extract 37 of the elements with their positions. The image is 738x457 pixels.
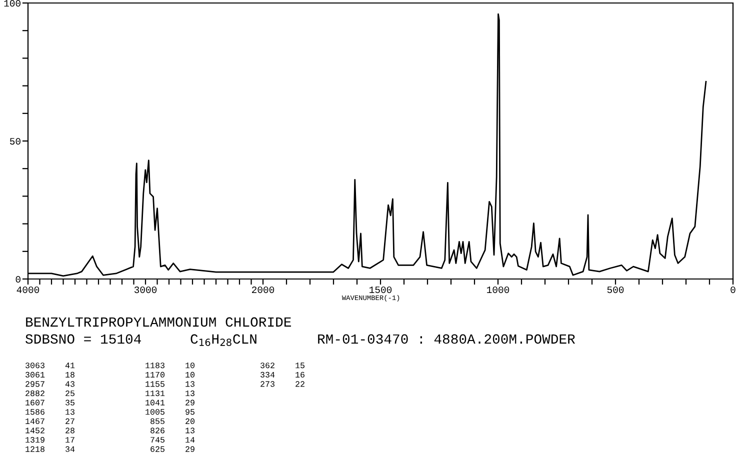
text: 2957 43 xyxy=(26,381,74,387)
y-tick-label: 100 xyxy=(4,0,20,7)
text: 625 29 xyxy=(150,446,194,452)
x-tick-label: 1500 xyxy=(370,286,392,294)
text: 1319 17 xyxy=(26,436,74,443)
x-tick-label: 1000 xyxy=(487,286,510,294)
text: 745 14 xyxy=(150,437,195,443)
text: 362 15 xyxy=(260,362,304,368)
text: 1131 13 xyxy=(146,390,194,396)
text: BENZYLTRIPROPYLAMMONIUM CHLORIDE xyxy=(26,317,291,327)
text: 1607 35 xyxy=(26,400,74,406)
x-tick-label: 500 xyxy=(607,286,624,294)
text: 1005 95 xyxy=(146,409,194,415)
text: 334 16 xyxy=(260,372,304,378)
text: 1170 10 xyxy=(146,372,194,378)
text: 1155 13 xyxy=(146,381,194,387)
y-tick-label: 0 xyxy=(16,276,20,283)
text: 1467 27 xyxy=(26,418,74,424)
text: 1452 28 xyxy=(26,428,74,434)
text: 855 20 xyxy=(150,418,194,424)
text: 1183 10 xyxy=(146,362,194,368)
text: 1218 34 xyxy=(26,446,75,452)
text: RM-01-03470 : 4880A.200M.POWDER xyxy=(318,334,576,344)
x-tick-label: 3000 xyxy=(134,286,157,294)
x-tick-label: 0 xyxy=(730,286,736,294)
text: C$_{16}$H$_{28}$CLN xyxy=(190,334,256,346)
text: 2882 25 xyxy=(26,390,74,396)
text: 273 22 xyxy=(260,381,304,387)
text: 3063 41 xyxy=(26,362,75,368)
text: SDBSNO = 15104 xyxy=(26,334,141,344)
text: 3061 18 xyxy=(26,372,74,378)
x-tick-label: 2000 xyxy=(252,286,274,294)
text: 1041 29 xyxy=(146,400,194,406)
text: 1586 13 xyxy=(26,409,74,415)
y-tick-label: 50 xyxy=(10,138,20,145)
text: 826 13 xyxy=(150,428,194,434)
x-tick-label: 4000 xyxy=(16,286,40,294)
